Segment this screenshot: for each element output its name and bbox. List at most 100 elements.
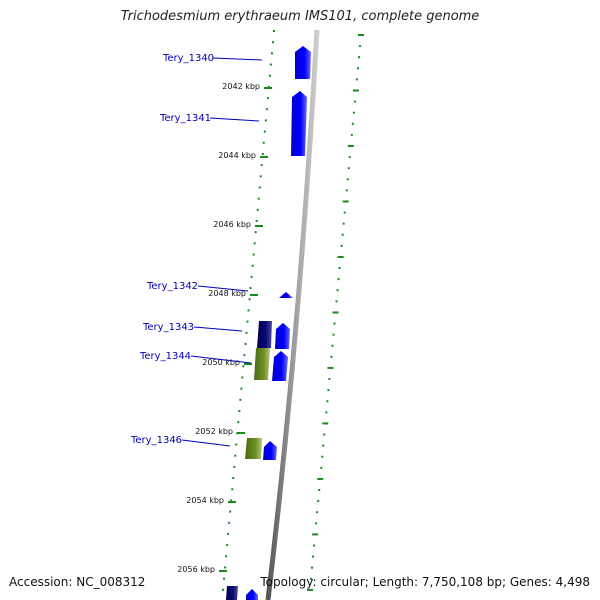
- gene-label-tery-1341[interactable]: Tery_1341: [159, 113, 211, 124]
- track-dot: [270, 52, 273, 55]
- track-dot: [245, 331, 248, 334]
- track-dot: [338, 267, 341, 270]
- track-dot: [242, 365, 245, 368]
- gene-box-partial-reverse[interactable]: [226, 586, 238, 600]
- track-dot: [229, 510, 232, 513]
- track-dot: [254, 231, 257, 234]
- track-dot: [315, 522, 318, 525]
- kbp-scale: 2042 kbp 2044 kbp 2046 kbp 2048 kbp 2050 kbp…: [177, 82, 272, 574]
- track-dot: [321, 455, 324, 458]
- track-dot: [312, 555, 315, 558]
- track-dot: [252, 253, 255, 256]
- track-dot: [243, 354, 246, 357]
- track-dot: [227, 532, 230, 535]
- track-dot: [323, 433, 326, 436]
- track-dot: [259, 175, 262, 178]
- kbp-label: 2044 kbp: [218, 151, 256, 160]
- track-dot: [240, 387, 243, 390]
- track-dot: [348, 156, 351, 159]
- track-dot: [347, 144, 354, 147]
- track-dot: [353, 100, 356, 103]
- kbp-tick: [264, 87, 272, 89]
- track-dot: [231, 488, 234, 491]
- track-dot: [327, 389, 330, 392]
- track-dot: [257, 197, 260, 200]
- track-dot: [333, 322, 336, 325]
- gene-box-tery-1346[interactable]: [245, 438, 262, 459]
- gene-arrow-tery-1343[interactable]: [275, 323, 290, 349]
- kbp-tick: [255, 225, 263, 227]
- track-dot: [332, 311, 339, 314]
- track-dot: [235, 443, 238, 446]
- track-dot: [251, 264, 254, 267]
- track-dot: [250, 275, 253, 278]
- track-dot: [262, 141, 265, 144]
- track-dot: [327, 366, 334, 369]
- track-dot: [234, 454, 237, 457]
- track-dot: [255, 220, 258, 222]
- track-dot: [352, 89, 359, 92]
- gene-arrow-tery-1342[interactable]: [279, 292, 293, 298]
- track-dot: [311, 566, 314, 569]
- track-dot: [310, 577, 313, 580]
- track-dot: [260, 164, 263, 167]
- accession-text: Accession: NC_008312: [9, 575, 146, 589]
- gene-arrow-tery-1340[interactable]: [295, 46, 311, 79]
- track-dot: [228, 521, 231, 524]
- gene-labels: Tery_1340 Tery_1341 Tery_1342 Tery_1343 …: [130, 53, 263, 447]
- track-dot: [246, 320, 249, 323]
- track-dot: [249, 287, 252, 290]
- track-dot: [248, 298, 251, 301]
- track-dot: [244, 342, 247, 345]
- kbp-label: 2046 kbp: [213, 220, 251, 229]
- track-dot: [351, 122, 354, 125]
- kbp-tick: [237, 432, 245, 434]
- gene-arrow-tery-1341[interactable]: [291, 91, 307, 156]
- track-dot: [322, 422, 329, 425]
- gene-arrow-tery-1346[interactable]: [263, 441, 277, 460]
- track-dot: [317, 477, 324, 480]
- track-dot: [225, 555, 228, 558]
- track-dot: [222, 588, 225, 591]
- track-dot: [358, 34, 364, 36]
- gene-box-tery-1344[interactable]: [254, 348, 270, 380]
- kbp-tick: [219, 570, 227, 572]
- track-dot: [316, 511, 319, 514]
- track-dot: [258, 186, 261, 189]
- track-dot: [357, 56, 360, 59]
- track-dot: [224, 566, 227, 569]
- track-dot: [332, 333, 335, 336]
- gene-label-tery-1340[interactable]: Tery_1340: [162, 53, 214, 64]
- gene-label-tery-1344[interactable]: Tery_1344: [139, 351, 191, 362]
- track-dot: [337, 255, 344, 258]
- track-dot: [264, 119, 267, 122]
- kbp-label: 2048 kbp: [208, 289, 246, 298]
- kbp-label: 2056 kbp: [177, 565, 215, 574]
- track-dot: [355, 78, 358, 81]
- track-dot: [247, 309, 250, 312]
- track-dot: [336, 289, 339, 292]
- track-dot: [345, 189, 348, 192]
- kbp-label: 2052 kbp: [195, 427, 233, 436]
- track-dot: [340, 244, 343, 247]
- gene-label-tery-1342[interactable]: Tery_1342: [146, 281, 198, 292]
- track-dot: [241, 376, 244, 379]
- gene-arrow-tery-1344[interactable]: [272, 351, 288, 381]
- track-dot: [342, 222, 345, 225]
- track-dot: [312, 533, 319, 536]
- track-dot: [352, 111, 355, 114]
- gene-label-tery-1343[interactable]: Tery_1343: [142, 322, 194, 333]
- track-dot: [230, 499, 233, 502]
- kbp-label: 2050 kbp: [202, 358, 240, 367]
- track-dot: [253, 242, 256, 245]
- track-dot: [317, 500, 320, 503]
- gene-arrow-partial[interactable]: [246, 589, 258, 600]
- track-dot: [358, 45, 361, 48]
- track-dot: [326, 400, 329, 403]
- gene-box-tery-1343-reverse[interactable]: [257, 321, 272, 348]
- gene-label-tery-1346[interactable]: Tery_1346: [130, 435, 182, 446]
- track-dot: [239, 398, 242, 401]
- track-dot: [335, 300, 338, 303]
- track-dot: [226, 544, 229, 547]
